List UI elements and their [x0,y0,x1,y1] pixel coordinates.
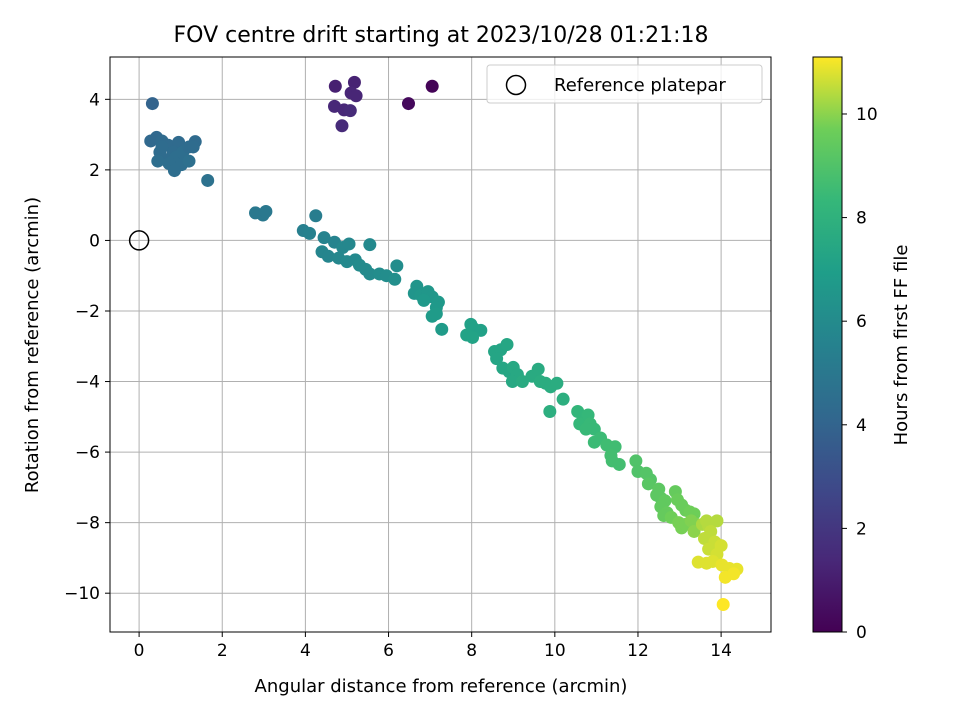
data-point [363,238,377,252]
grid [110,57,771,632]
data-point [531,362,545,376]
data-point [349,89,363,103]
data-point [579,422,593,436]
data-point [641,477,655,491]
data-point [172,135,186,149]
y-axis-label: Rotation from reference (arcmin) [22,197,43,493]
data-point [629,454,643,468]
x-tick-label: 14 [710,641,732,661]
data-point [505,375,519,389]
y-tick-label: −2 [75,302,100,322]
legend-marker-icon [505,74,527,96]
data-point [435,322,449,336]
data-point [151,154,165,168]
y-tick-label: −6 [75,443,100,463]
y-tick-label: 2 [89,161,100,181]
data-point [167,164,181,178]
data-point [186,140,200,154]
data-point [347,75,361,89]
data-point [388,272,402,286]
x-tick-label: 10 [544,641,566,661]
data-point [390,259,404,273]
colorbar-ticks: 0 2 4 6 8 10 [842,105,878,643]
y-tick-label: 4 [89,90,100,110]
colorbar-label: Hours from first FF file [891,245,912,446]
colorbar-gradient [812,56,843,633]
x-tick-label: 8 [466,641,477,661]
y-tick-label: −4 [75,373,100,393]
data-point [710,514,724,528]
data-point [309,209,323,223]
data-point [490,352,504,366]
y-ticks: −10 −8 −6 −4 −2 0 2 4 [64,90,110,604]
plot-frame [109,56,772,633]
legend-box [486,64,763,104]
x-tick-label: 4 [300,641,311,661]
x-tick-label: 0 [134,641,145,661]
y-tick-label: −10 [64,584,100,604]
chart-title: FOV centre drift starting at 2023/10/28 … [174,23,709,48]
colorbar-tick-label: 10 [856,105,878,125]
data-point [145,97,159,111]
points-layer [144,75,744,611]
reference-point-marker [128,230,150,251]
data-point [182,154,196,168]
data-point [550,376,564,390]
data-point [363,267,377,281]
y-tick-label: −8 [75,514,100,534]
x-tick-label: 12 [627,641,649,661]
data-point [259,205,273,219]
x-ticks: 0 2 4 6 8 10 12 14 [134,632,732,661]
x-axis-label: Angular distance from reference (arcmin) [255,676,628,697]
data-point [303,226,317,240]
x-tick-label: 2 [217,641,228,661]
data-point [727,567,741,581]
data-point [697,532,711,546]
colorbar: 0 2 4 6 8 10 Hours from first FF file [812,56,912,643]
data-point [343,104,357,118]
data-point [417,293,431,307]
x-tick-label: 6 [383,641,394,661]
data-point [401,97,415,111]
data-point [556,392,570,406]
data-point [342,237,356,251]
data-point [429,307,443,321]
colorbar-tick-label: 2 [856,519,867,539]
colorbar-tick-label: 0 [856,623,867,643]
colorbar-tick-label: 8 [856,209,867,229]
data-point [515,375,529,389]
data-point [716,597,730,611]
reference-marker [128,230,150,251]
legend-label-reference-platepar: Reference platepar [554,75,726,96]
data-point [328,79,342,93]
y-tick-label: 0 [89,231,100,251]
data-point [605,454,619,468]
data-point [335,119,349,133]
data-point [155,140,169,154]
data-point [321,249,335,263]
colorbar-tick-label: 4 [856,416,867,436]
data-point [466,330,480,344]
data-point [543,405,557,419]
data-point [201,173,215,187]
data-point [317,231,331,245]
data-point [500,338,514,351]
data-point [425,79,439,93]
colorbar-tick-label: 6 [856,312,867,332]
legend: Reference platepar [486,64,763,104]
data-point [691,555,705,569]
data-point [700,514,714,528]
